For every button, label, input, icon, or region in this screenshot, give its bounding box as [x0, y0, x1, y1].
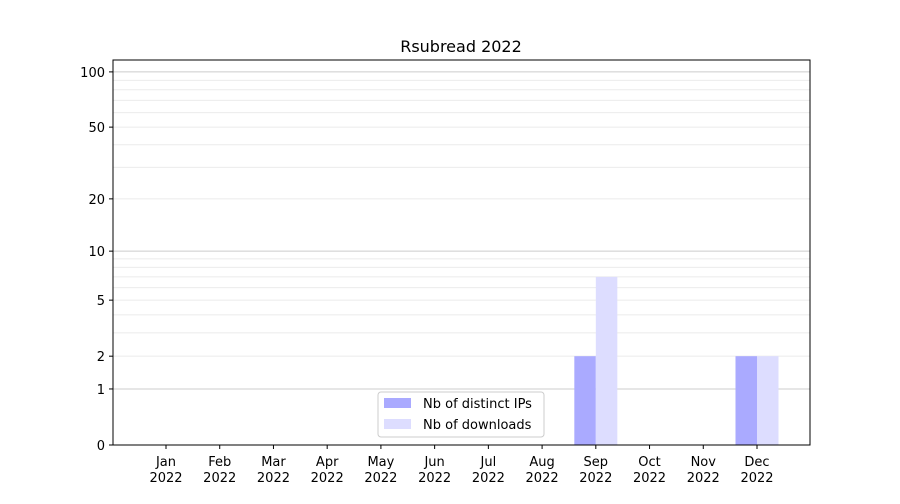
plot-frame	[112, 59, 811, 446]
y-tick-label: 2	[97, 350, 105, 365]
bar-downloads	[595, 276, 618, 445]
y-tick-label: 0	[97, 439, 105, 454]
legend-label: Nb of downloads	[423, 418, 532, 433]
legend-box	[377, 391, 545, 438]
x-tick-label: Jun 2022	[418, 455, 451, 486]
bars	[574, 276, 779, 445]
y-tick-label: 10	[88, 245, 105, 260]
legend-swatch	[384, 419, 411, 429]
y-tick-label: 20	[88, 193, 105, 208]
bar-downloads	[757, 356, 779, 445]
y-tick-label: 100	[80, 66, 105, 81]
x-tick-label: Oct 2022	[633, 455, 666, 486]
legend-label: Nb of distinct IPs	[423, 397, 532, 412]
bar-distinct-ips	[735, 356, 757, 445]
x-tick-label: Jul 2022	[472, 455, 505, 486]
y-axis: 0 1 2 5 10 20 50 100	[80, 66, 113, 454]
bar-distinct-ips	[574, 356, 596, 445]
x-tick-label: Aug 2022	[526, 455, 559, 486]
y-tick-label: 5	[97, 294, 105, 309]
x-tick-label: Dec 2022	[740, 455, 773, 486]
x-axis: Jan 2022 Feb 2022 Mar 2022 Apr 2022 May 2022 Jun 20…	[149, 445, 774, 486]
x-tick-label: Apr 2022	[311, 455, 344, 486]
legend: Nb of distinct IPs Nb of downloads	[377, 391, 545, 438]
x-tick-label: Sep 2022	[579, 455, 612, 486]
legend-swatch	[384, 398, 411, 408]
x-tick-label: Mar 2022	[257, 455, 290, 486]
y-tick-label: 50	[88, 121, 105, 136]
x-tick-label: Feb 2022	[203, 455, 236, 486]
grid	[113, 71, 810, 390]
x-tick-label: May 2022	[364, 455, 397, 486]
y-tick-label: 1	[97, 383, 105, 398]
x-tick-label: Nov 2022	[687, 455, 720, 486]
chart-title: Rsubread 2022	[400, 37, 522, 56]
x-tick-label: Jan 2022	[149, 455, 182, 486]
